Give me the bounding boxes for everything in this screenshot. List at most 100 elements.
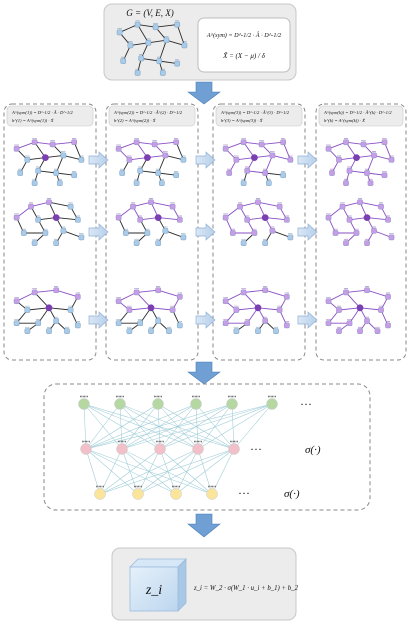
graph-edge: [265, 289, 287, 298]
graph-edge: [247, 170, 266, 174]
graph-edge: [154, 141, 177, 145]
graph-node: [127, 41, 134, 49]
graph-node: [17, 168, 24, 176]
graph-node: [262, 238, 269, 246]
graph-node: [325, 213, 332, 221]
mlp-edge: [83, 403, 87, 450]
graph-edge: [129, 307, 152, 311]
graph-node: [155, 168, 162, 176]
hub-node: [45, 304, 53, 312]
graph-edge: [328, 141, 347, 150]
graph-edge: [158, 289, 180, 298]
hidden-neuron: [192, 440, 204, 455]
graph-node: [181, 41, 188, 49]
mlp-edge: [99, 448, 235, 495]
output-neuron: [206, 485, 218, 500]
graph-node: [119, 168, 125, 176]
graph-edge: [148, 39, 167, 44]
graph-edge: [345, 292, 361, 309]
graph-node: [336, 155, 342, 163]
graph-node: [229, 228, 236, 236]
graph-edge: [264, 155, 273, 174]
graph-edge: [34, 289, 57, 293]
mlp-edge: [197, 403, 233, 450]
mlp-edge: [231, 403, 235, 450]
graph-edge: [359, 201, 382, 208]
graph-node: [155, 238, 162, 246]
arrow-right-icon: [297, 311, 318, 329]
graph-edge: [137, 24, 149, 44]
graph-node: [378, 305, 384, 313]
mlp-panel: ··· ··· ··· σ(·) σ(·): [43, 383, 371, 511]
graph-node: [244, 166, 251, 174]
graph-node: [325, 318, 332, 327]
graph-edge: [63, 154, 82, 161]
input-graph-panel: G = (V, E, X) A^(sym) = D^-1/2 · Â · D^-…: [103, 3, 297, 81]
graph-node: [364, 316, 370, 324]
graph-edge: [282, 142, 291, 160]
graph-node: [226, 168, 233, 176]
graph-node: [364, 168, 370, 176]
graph-node: [180, 155, 187, 163]
mlp-edge: [197, 403, 273, 450]
graph-node: [360, 140, 367, 148]
graph-edge: [239, 201, 259, 208]
subgraph: [222, 197, 294, 246]
graph-node: [53, 238, 59, 246]
graph-node: [35, 166, 41, 174]
graph-node: [133, 238, 140, 246]
graph-edge: [328, 291, 347, 302]
mlp-edge: [85, 403, 159, 450]
stage-panel-4: A^(sym(k)) = D^-1/2 · Â^(k) · D^-1/2 h^(k…: [315, 103, 407, 361]
graph-edge: [136, 292, 152, 309]
graph-node: [374, 326, 381, 334]
graph-node: [74, 215, 81, 223]
hub-node: [353, 154, 360, 162]
graph-edge: [225, 141, 244, 150]
graph-node: [244, 215, 251, 223]
graph-node: [269, 151, 276, 159]
subgraph: [325, 137, 395, 186]
graph-node: [233, 155, 240, 163]
input-graph-title: G = (V, E, X): [126, 8, 173, 18]
stage-formula-feature: h^(1) = A^(sym(1)) · X̃: [12, 118, 54, 123]
graph-node: [31, 137, 38, 146]
output-neuron: [170, 485, 182, 500]
graph-node: [78, 155, 85, 163]
graph-edge: [56, 217, 78, 221]
graph-edge: [137, 24, 156, 28]
graph-edge: [363, 141, 385, 145]
arrow-right-icon: [297, 151, 318, 169]
graph-node: [262, 285, 269, 294]
graph-edge: [16, 291, 35, 302]
graph-node: [134, 20, 141, 28]
input-neuron: [114, 395, 126, 410]
graph-edge: [56, 172, 75, 176]
graph-node: [357, 326, 363, 334]
arrow-right-icon: [88, 223, 109, 241]
arrow-down-icon: [187, 361, 221, 385]
graph-node: [159, 68, 166, 76]
graph-node: [145, 38, 152, 46]
graph-edge: [243, 289, 266, 293]
hub-node: [147, 304, 155, 312]
hub-node: [254, 304, 262, 312]
feature-standardization-formula: X̃ = (X − μ) / δ: [222, 52, 266, 60]
mlp-edge: [159, 403, 233, 450]
graph-node: [222, 144, 229, 152]
stage-formula-feature: h^(2) = A^(sym(2)) · X̃: [114, 118, 156, 123]
hidden-neuron: [80, 440, 92, 455]
graph-node: [115, 144, 122, 152]
graph-node: [284, 215, 290, 223]
graph-node: [120, 56, 126, 64]
graph-edge: [158, 40, 167, 62]
stage-formula-feature: h^(k) = A^(sym(k)) · X̃: [324, 118, 365, 123]
graph-node: [174, 59, 181, 67]
embedding-label: z_i: [145, 583, 162, 598]
mlp-edge: [85, 448, 177, 495]
graph-edge: [373, 230, 392, 238]
graph-edge: [257, 307, 280, 311]
graph-edge: [158, 172, 177, 176]
stage-formula-adjacency: A^(sym(k)) = D^-1/2 · Â^(k) · D^-1/2: [323, 110, 392, 115]
